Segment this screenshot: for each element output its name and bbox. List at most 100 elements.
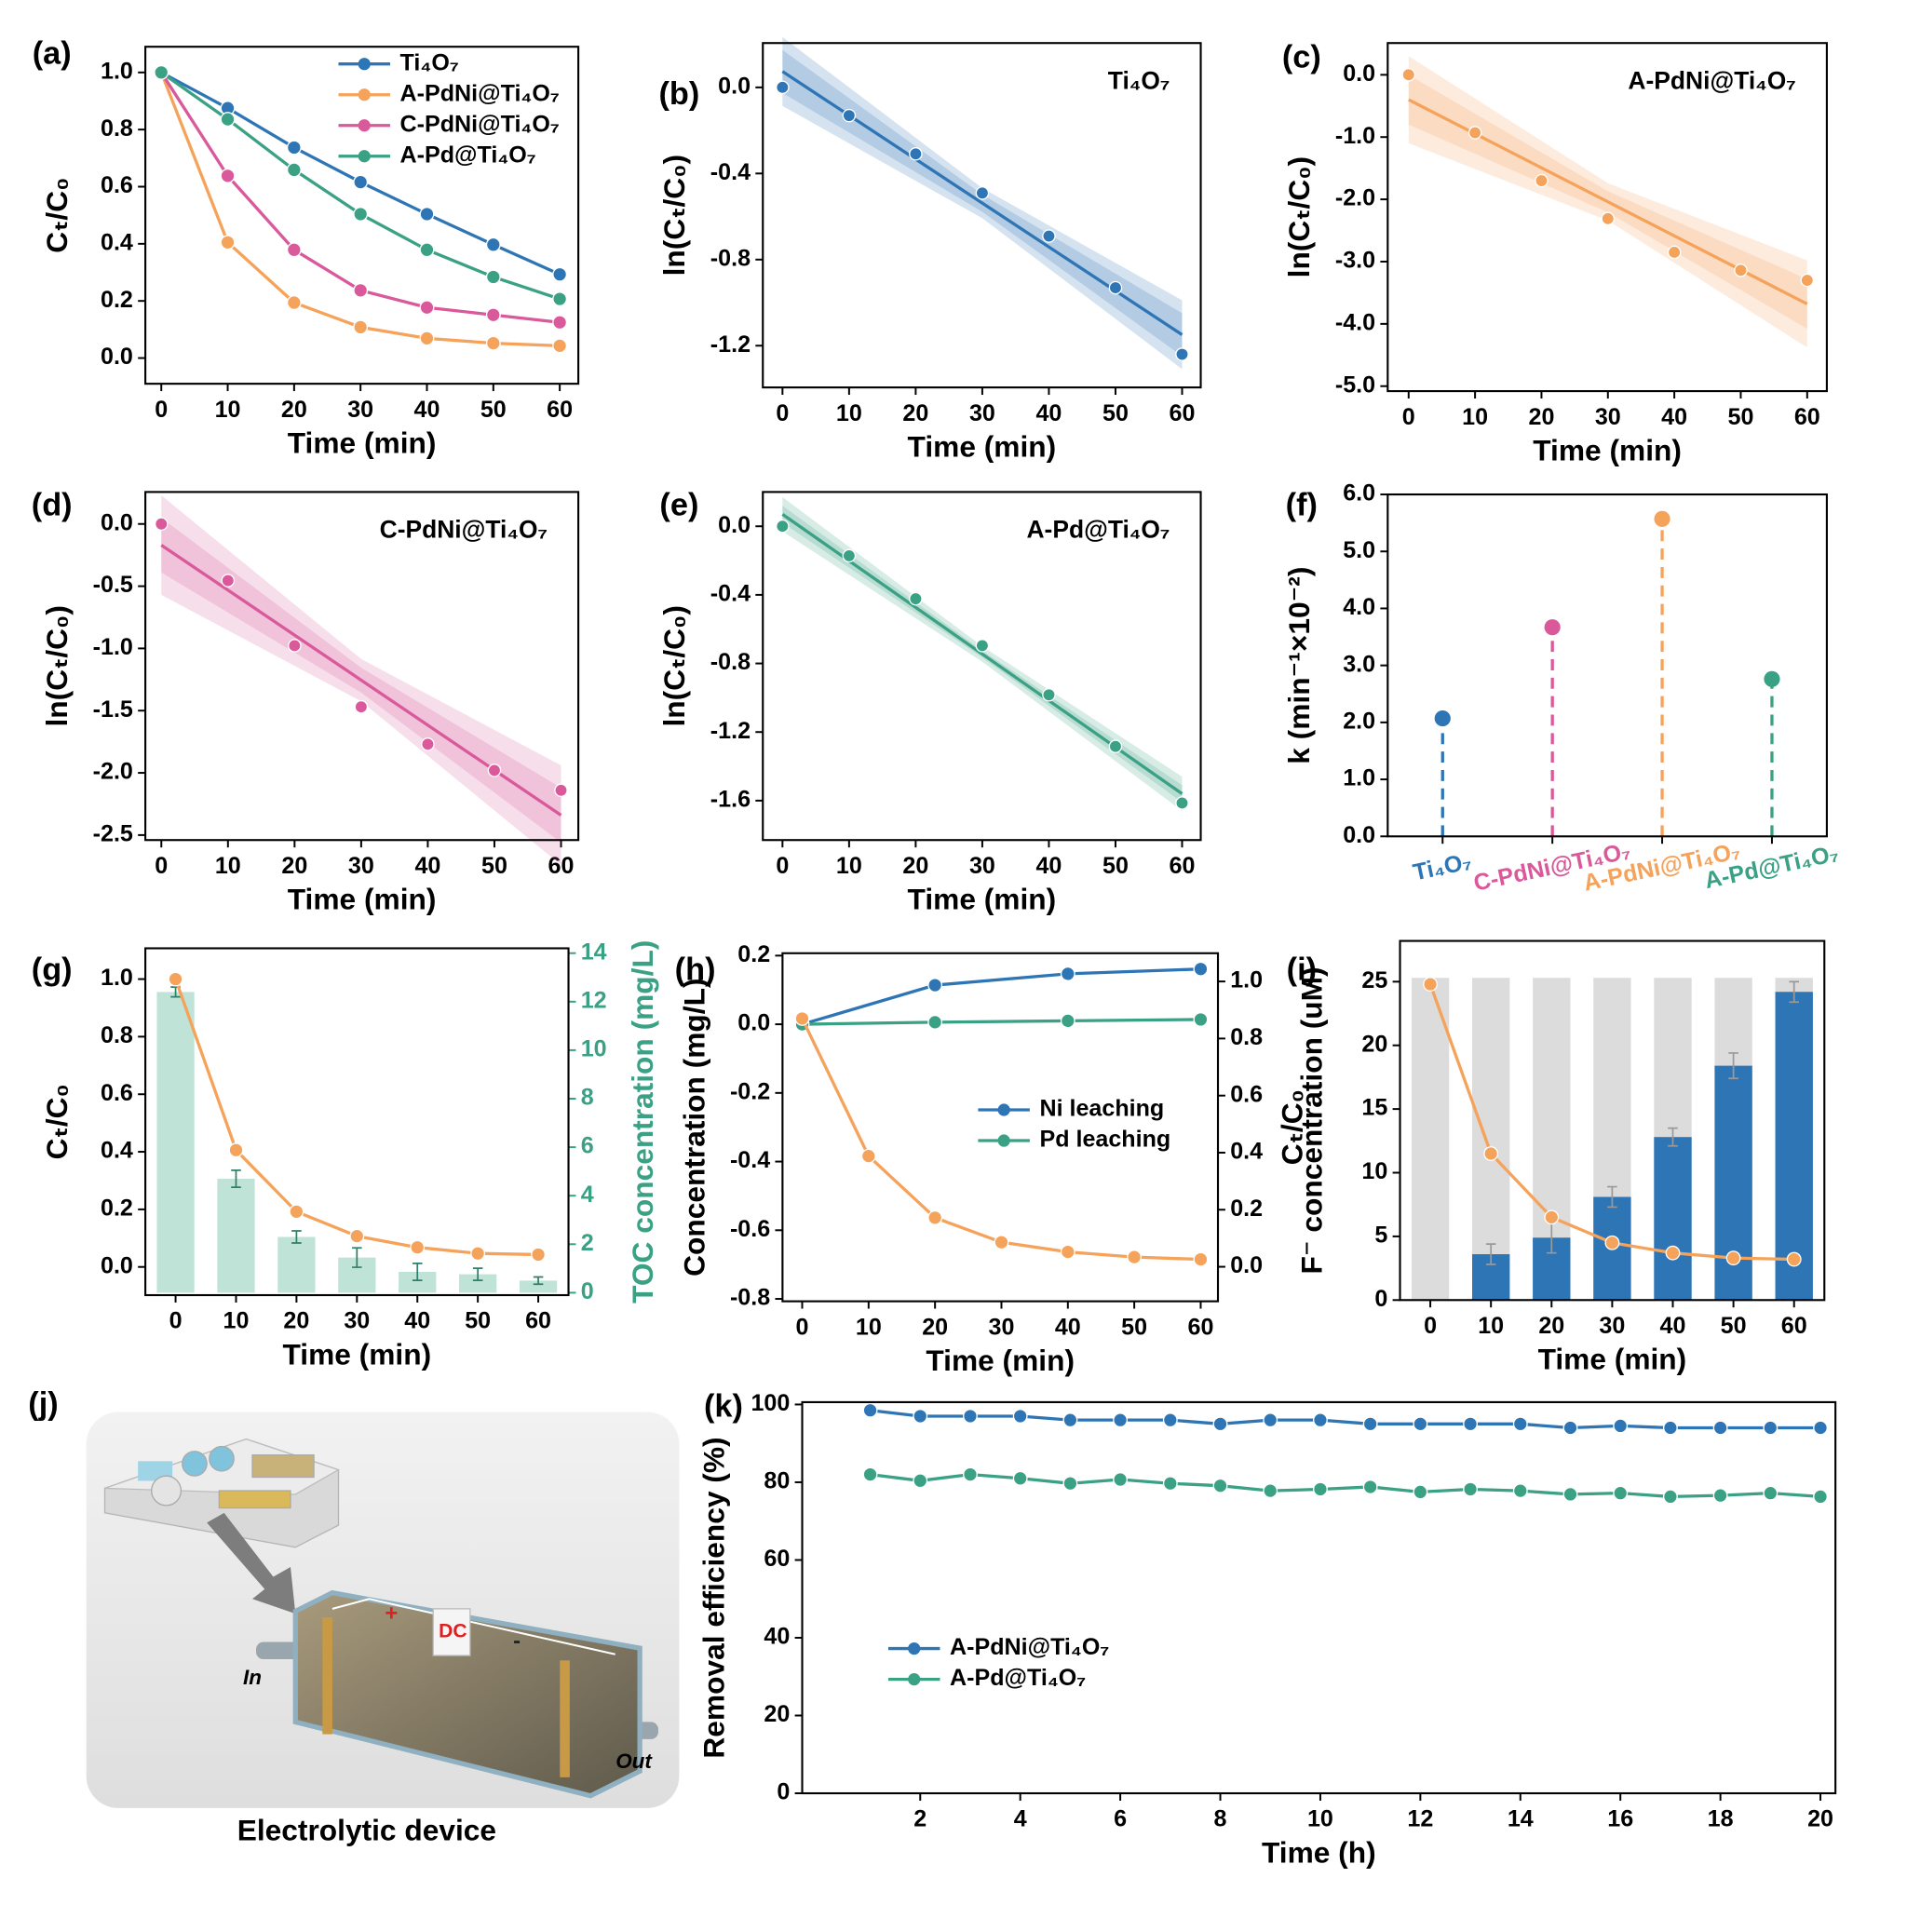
y2-tick-label: 6 xyxy=(581,1133,594,1159)
data-point xyxy=(1113,1472,1129,1487)
data-point xyxy=(1544,1209,1560,1225)
panel-label: (e) xyxy=(659,487,698,522)
y-axis-label: ln(Cₜ/C₀) xyxy=(657,155,691,276)
y-tick-label: -0.2 xyxy=(730,1078,770,1104)
x-tick-label: 20 xyxy=(281,397,307,423)
y-axis-label: F⁻ concentration (uM) xyxy=(1294,966,1328,1274)
y-tick-label: 5.0 xyxy=(1343,537,1375,563)
data-point xyxy=(842,548,857,563)
x-axis-label: Time (h) xyxy=(1262,1835,1376,1869)
data-point xyxy=(909,591,923,606)
data-point xyxy=(1313,1481,1328,1497)
plot-frame xyxy=(1386,493,1828,838)
data-point xyxy=(353,207,369,222)
x-tick-label: 8 xyxy=(1214,1806,1227,1832)
x-tick-label: 10 xyxy=(836,853,862,879)
data-point xyxy=(354,699,369,714)
data-point xyxy=(1434,709,1451,727)
legend-marker xyxy=(997,1103,1010,1116)
panel-label: (f) xyxy=(1286,487,1318,522)
x-tick-label: 30 xyxy=(347,397,373,423)
data-point xyxy=(155,517,169,532)
data-point xyxy=(552,315,568,331)
panel-label: (k) xyxy=(704,1389,743,1425)
data-point xyxy=(1162,1412,1178,1428)
data-point xyxy=(1800,273,1815,288)
data-point xyxy=(1175,347,1189,361)
y-tick-label: 0.4 xyxy=(101,1138,133,1164)
error-bar xyxy=(352,1247,362,1268)
plot-area xyxy=(156,971,558,1293)
data-point xyxy=(1108,280,1123,295)
error-bar xyxy=(291,1230,302,1244)
y-tick-label: 1.0 xyxy=(101,965,133,991)
data-point xyxy=(1654,510,1670,527)
data-point xyxy=(410,1239,426,1255)
bar xyxy=(156,992,195,1293)
panel-label: (b) xyxy=(658,76,699,112)
series-line xyxy=(870,1409,1821,1430)
x-tick-label: 60 xyxy=(1170,853,1196,879)
data-point xyxy=(1212,1416,1228,1432)
bar xyxy=(519,1280,558,1293)
panel: (i) 0 5 10 15 20 25 0 10 20 30 40 50 60 Time (min) F⁻ c… xyxy=(1287,939,1826,1376)
data-point xyxy=(419,207,435,222)
y-axis-label: Cₜ/C₀ xyxy=(40,1084,74,1159)
data-point xyxy=(1512,1483,1528,1499)
annotation: C-PdNi@Ti₄O₇ xyxy=(380,516,548,544)
y2-tick-label: 0 xyxy=(581,1278,594,1304)
x-tick-label: 50 xyxy=(1102,400,1129,426)
x-tick-label: 20 xyxy=(902,853,928,879)
x-tick-label: 60 xyxy=(547,397,573,423)
x-axis-label: Time (min) xyxy=(926,1344,1075,1377)
data-point xyxy=(1665,1245,1681,1261)
x-tick-label: 60 xyxy=(525,1308,551,1334)
data-point xyxy=(220,112,236,128)
data-point xyxy=(419,300,435,316)
x-tick-label: 40 xyxy=(1660,1313,1686,1339)
y-tick-label: -0.8 xyxy=(730,1285,770,1311)
data-point xyxy=(531,1247,546,1263)
data-point xyxy=(1362,1416,1378,1432)
x-tick-label: 0 xyxy=(1402,404,1415,430)
x-tick-label: 20 xyxy=(1528,404,1554,430)
y-tick-label: -2.0 xyxy=(93,759,133,785)
data-point xyxy=(909,147,923,161)
data-point xyxy=(927,978,943,993)
y2-tick-label: 2 xyxy=(581,1230,594,1256)
y-tick-label: -1.6 xyxy=(710,787,751,813)
y-tick-label: 2.0 xyxy=(1343,708,1375,734)
x-tick-label: 10 xyxy=(1307,1806,1333,1832)
panel-label: (i) xyxy=(1287,952,1317,988)
panel: (b) 0.0 -0.4 -0.8 -1.2 0 10 20 30 40 50 60 Time (min… xyxy=(657,36,1202,464)
data-point xyxy=(286,242,302,258)
x-tick-label: 16 xyxy=(1607,1806,1633,1832)
bar xyxy=(1775,992,1813,1301)
y-tick-label: 15 xyxy=(1361,1095,1387,1121)
y2-axis-label: TOC concentration (mg/L) xyxy=(626,940,659,1304)
error-bar xyxy=(1485,1243,1496,1265)
x-tick-label: 50 xyxy=(481,853,507,879)
x-tick-label: 40 xyxy=(1661,404,1687,430)
x-tick-label: 0 xyxy=(776,400,789,426)
arrow xyxy=(207,1512,296,1615)
caption: Electrolytic device xyxy=(237,1814,496,1847)
data-point xyxy=(485,269,501,285)
x-tick-label: 30 xyxy=(348,853,374,879)
plot-area xyxy=(776,496,1189,811)
y-tick-label: 0.0 xyxy=(101,1252,133,1278)
y2-tick-label: 12 xyxy=(581,987,607,1013)
x-tick-label: 60 xyxy=(1794,404,1820,430)
annotation: A-PdNi@Ti₄O₇ xyxy=(1628,66,1795,94)
data-point xyxy=(421,737,435,751)
data-point xyxy=(1467,126,1482,140)
power-label: DC xyxy=(439,1621,467,1642)
error-bar xyxy=(472,1267,483,1281)
x-tick-label: 10 xyxy=(215,853,241,879)
data-point xyxy=(228,1142,244,1158)
legend-label: C-PdNi@Ti₄O₇ xyxy=(400,111,560,137)
data-point xyxy=(1175,796,1189,810)
data-point xyxy=(353,174,369,190)
plot-frame xyxy=(144,947,570,1297)
plot-area xyxy=(155,495,568,865)
